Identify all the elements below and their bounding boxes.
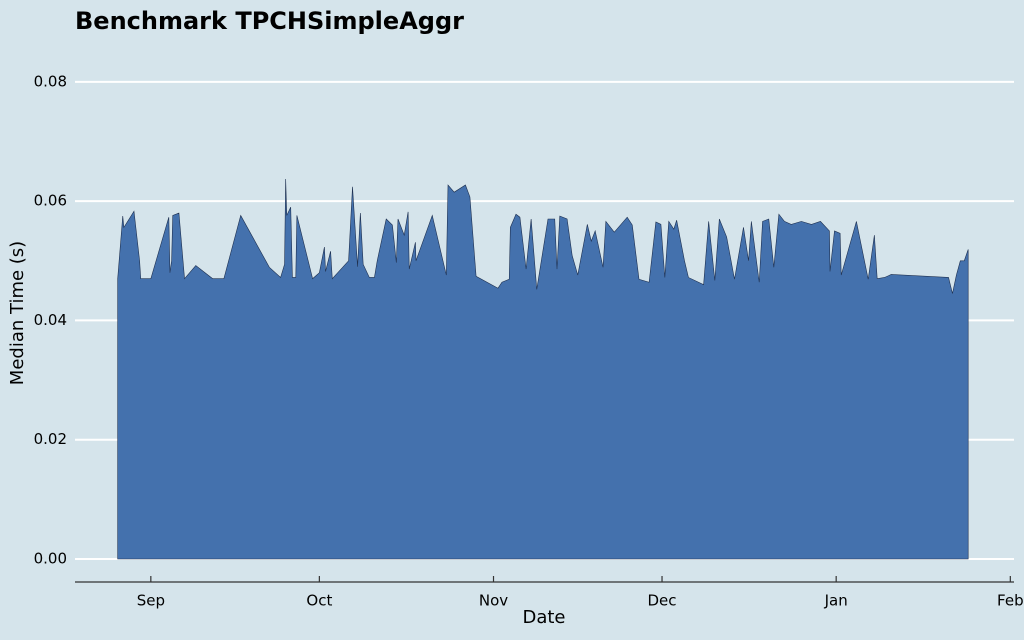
chart-title: Benchmark TPCHSimpleAggr bbox=[75, 7, 464, 35]
x-tick-label: Feb bbox=[997, 592, 1024, 610]
area bbox=[117, 179, 969, 560]
x-tick-label: Nov bbox=[479, 592, 508, 610]
y-axis-label: Median Time (s) bbox=[7, 241, 28, 385]
x-axis-label: Date bbox=[522, 607, 565, 628]
y-tick-label: 0.02 bbox=[34, 430, 67, 448]
y-tick-label: 0.04 bbox=[34, 311, 67, 329]
x-tick-label: Dec bbox=[648, 592, 677, 610]
x-tick-label: Jan bbox=[824, 592, 848, 610]
x-tick-label: Sep bbox=[137, 592, 165, 610]
y-tick-label: 0.06 bbox=[34, 192, 67, 210]
y-tick-label: 0.08 bbox=[34, 72, 67, 90]
x-tick-label: Oct bbox=[306, 592, 332, 610]
y-tick-label: 0.00 bbox=[34, 550, 67, 568]
